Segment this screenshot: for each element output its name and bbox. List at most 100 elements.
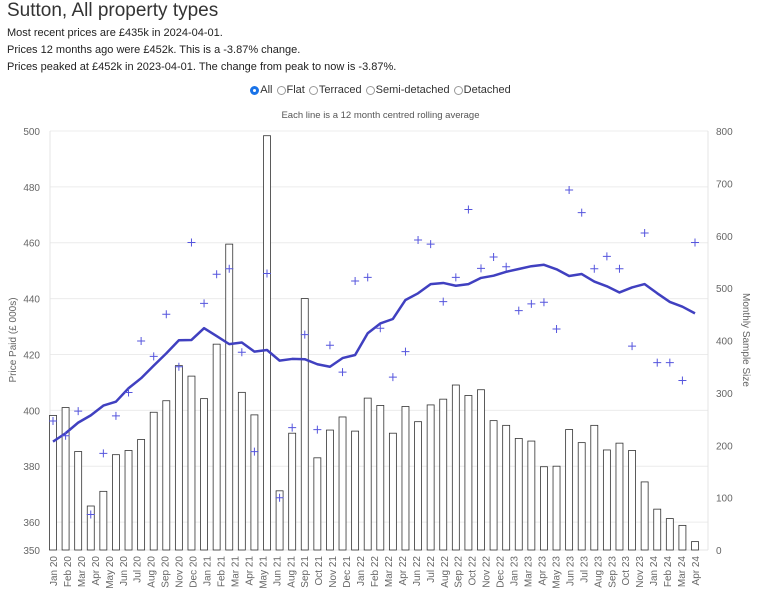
plus-marker-icon	[338, 368, 347, 377]
sample-size-bar	[451, 384, 460, 551]
x-tick-label: Jul 23	[579, 556, 590, 583]
monthly-price-marker	[615, 264, 624, 273]
x-tick-label: Jan 22	[356, 556, 367, 586]
plus-marker-icon	[376, 324, 385, 333]
monthly-price-marker	[628, 342, 637, 351]
monthly-price-marker	[124, 388, 133, 397]
sample-size-bar	[691, 541, 699, 551]
x-tick-label: Aug 22	[440, 556, 451, 588]
sample-size-bar	[137, 439, 146, 551]
monthly-price-marker	[439, 297, 448, 306]
plus-marker-icon	[351, 277, 360, 286]
sample-size-bar	[376, 405, 385, 551]
y2-tick-label: 400	[716, 337, 733, 348]
monthly-price-marker	[225, 264, 234, 273]
monthly-price-marker	[502, 262, 511, 271]
plus-marker-icon	[325, 341, 334, 350]
monthly-price-marker	[527, 299, 536, 308]
radio-label: Detached	[463, 84, 511, 96]
x-tick-label: Sep 22	[454, 556, 465, 588]
plus-marker-icon	[439, 297, 448, 306]
sample-size-bar	[477, 389, 485, 551]
plus-marker-icon	[628, 342, 637, 351]
sample-size-bar	[212, 343, 221, 551]
plus-marker-icon	[174, 362, 183, 371]
plus-marker-icon	[225, 264, 234, 273]
x-tick-label: Jun 23	[565, 556, 576, 586]
x-tick-label: Sep 20	[161, 556, 172, 588]
monthly-price-marker	[61, 431, 70, 440]
monthly-price-marker	[263, 269, 271, 278]
plus-marker-icon	[137, 337, 146, 346]
monthly-price-marker	[691, 238, 699, 247]
plus-marker-icon	[288, 423, 297, 432]
x-tick-label: Dec 22	[496, 556, 507, 588]
monthly-price-marker	[653, 358, 662, 367]
monthly-price-marker	[539, 298, 548, 307]
plus-marker-icon	[426, 240, 435, 249]
x-tick-label: Jul 20	[133, 556, 144, 583]
radio-all[interactable]: All	[250, 84, 273, 96]
sample-size-bar	[263, 135, 271, 551]
plus-marker-icon	[237, 348, 246, 357]
sample-size-bar	[200, 398, 208, 551]
plus-marker-icon	[363, 273, 372, 282]
monthly-price-marker	[275, 493, 284, 502]
summary-peak: Prices peaked at £452k in 2023-04-01. Th…	[7, 61, 397, 73]
radio-detached[interactable]: Detached	[453, 84, 511, 96]
plus-marker-icon	[451, 273, 460, 282]
plus-marker-icon	[313, 425, 322, 434]
y-tick-label: 440	[23, 295, 40, 306]
radio-circle-icon[interactable]	[365, 85, 375, 95]
sample-size-bar	[288, 432, 297, 551]
sample-size-bar	[426, 404, 435, 551]
radio-circle-icon[interactable]	[308, 85, 318, 95]
x-tick-label: Aug 21	[286, 556, 297, 588]
x-tick-label: Aug 20	[147, 556, 158, 588]
plus-marker-icon	[200, 299, 209, 308]
y-tick-label: 480	[23, 183, 40, 194]
monthly-price-marker	[86, 510, 95, 519]
y-tick-label: 380	[23, 462, 40, 473]
x-tick-label: Jun 20	[119, 556, 130, 586]
sample-size-bar	[250, 414, 259, 551]
sample-size-bar	[628, 450, 636, 551]
radio-circle-icon[interactable]	[453, 85, 463, 95]
sample-size-bar	[401, 406, 410, 551]
monthly-price-marker	[162, 310, 171, 319]
x-tick-label: Nov 23	[635, 556, 646, 588]
chart-subtitle: Each line is a 12 month centred rolling …	[281, 110, 480, 121]
plus-marker-icon	[388, 373, 397, 382]
y2-tick-label: 0	[716, 546, 722, 557]
radio-flat[interactable]: Flat	[276, 84, 305, 96]
x-tick-label: Nov 21	[328, 556, 339, 588]
monthly-price-marker	[602, 252, 611, 261]
plus-marker-icon	[489, 252, 498, 261]
sample-size-bar	[326, 429, 334, 551]
plus-marker-icon	[640, 228, 649, 237]
plus-marker-icon	[124, 388, 133, 397]
radio-label: Flat	[286, 84, 305, 96]
sample-size-bar	[149, 411, 158, 551]
plus-marker-icon	[615, 264, 624, 273]
radio-label: All	[260, 84, 273, 96]
radio-circle-icon[interactable]	[250, 85, 260, 95]
radio-circle-icon[interactable]	[276, 85, 286, 95]
sample-size-bar	[225, 243, 234, 551]
sample-size-bar	[388, 432, 397, 551]
plus-marker-icon	[300, 330, 309, 339]
y-tick-label: 400	[23, 406, 40, 417]
plus-marker-icon	[49, 416, 57, 425]
x-tick-label: Apr 24	[691, 556, 702, 586]
sample-size-bar	[489, 420, 498, 551]
x-tick-label: Nov 22	[482, 556, 493, 588]
sample-size-bar	[565, 429, 574, 551]
sample-size-bar	[502, 424, 511, 551]
monthly-price-marker	[464, 205, 473, 214]
monthly-price-marker	[338, 368, 347, 377]
radio-semi-detached[interactable]: Semi-detached	[365, 84, 450, 96]
monthly-price-marker	[325, 341, 334, 350]
x-tick-label: Jul 22	[426, 556, 437, 583]
radio-terraced[interactable]: Terraced	[308, 84, 362, 96]
sample-size-bar	[640, 481, 649, 551]
